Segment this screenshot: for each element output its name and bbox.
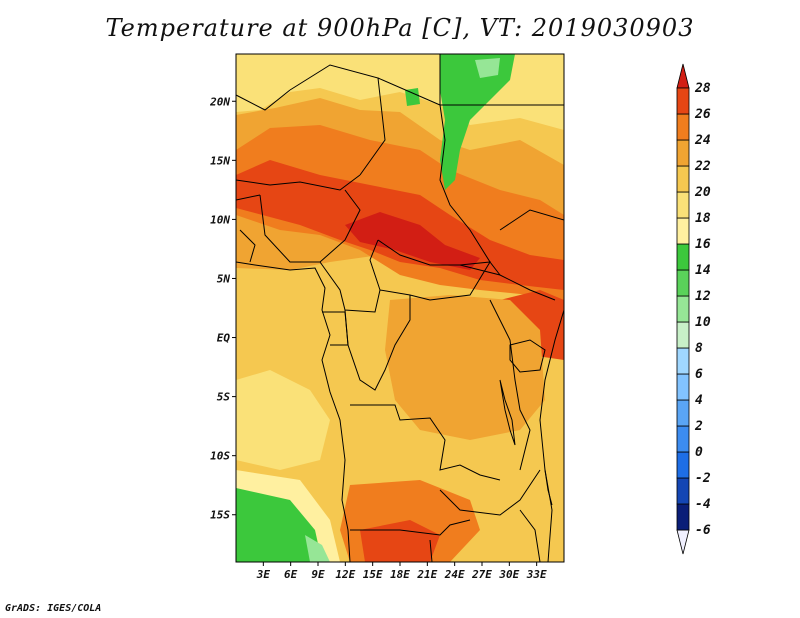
colorbar-label: 24: [694, 133, 711, 148]
field-southwest-light-green: [305, 535, 330, 562]
lat-tick-label: 5S: [217, 391, 231, 404]
colorbar-box: [676, 243, 690, 271]
border-zambia: [439, 469, 541, 516]
colorbar-label: 2: [694, 419, 703, 434]
lat-tick-label: 20N: [209, 95, 230, 108]
longitude-axis: 3E 6E 9E 12E 15E 18E 21E 24E 27E 30E 33E: [256, 562, 547, 581]
temperature-field: [236, 54, 564, 562]
border-car: [377, 239, 491, 301]
colorbar-label: 18: [695, 211, 711, 226]
colorbar-max-triangle: [676, 63, 690, 89]
lat-tick-label: EQ: [217, 332, 231, 345]
colorbar-label: 8: [695, 341, 703, 356]
field-north-light-green: [475, 58, 500, 78]
colorbar-label: 26: [694, 107, 711, 122]
colorbar-label: 0: [695, 445, 703, 460]
lat-tick-label: 10S: [210, 450, 230, 463]
lon-tick-label: 27E: [471, 568, 492, 581]
grads-credit: GrADS: IGES/COLA: [5, 603, 102, 614]
colorbar-label: -2: [695, 471, 711, 486]
colorbar-min-triangle: [676, 529, 690, 555]
colorbar-box: [676, 269, 690, 297]
field-north-green: [440, 54, 515, 190]
border-angola-namibia: [350, 519, 471, 536]
colorbar-label: 10: [695, 315, 711, 330]
lon-tick-label: 21E: [416, 568, 437, 581]
colorbar-box: [676, 451, 690, 479]
colorbar-label: 12: [695, 289, 711, 304]
border-botswana: [429, 539, 433, 562]
colorbar-box: [676, 87, 690, 115]
colorbar-box: [676, 347, 690, 375]
lon-tick-label: 33E: [526, 568, 547, 581]
colorbar-label: 4: [695, 393, 703, 408]
border-south-sudan: [459, 264, 556, 301]
colorbar-box: [676, 477, 690, 505]
colorbar-label: 6: [695, 367, 703, 382]
lat-tick-label: 15S: [210, 509, 230, 522]
border-algeria-niger: [236, 89, 291, 111]
colorbar-label: 20: [694, 185, 711, 200]
border-gabon: [322, 311, 349, 346]
colorbar-box: [676, 165, 690, 193]
border-congo-drc: [344, 295, 411, 391]
field-28-core: [345, 212, 480, 270]
field-southwest-green: [236, 488, 322, 562]
colorbar-box: [676, 321, 690, 349]
lat-tick-label: 10N: [210, 213, 230, 226]
border-ethiopia: [499, 209, 564, 231]
lon-tick-label: 3E: [256, 568, 271, 581]
colorbar-box: [676, 399, 690, 427]
border-drc-east: [489, 299, 531, 471]
lat-tick-label: 15N: [210, 154, 230, 167]
colorbar-box: [676, 113, 690, 141]
colorbar-box: [676, 217, 690, 245]
colorbar-box: [676, 191, 690, 219]
lon-tick-label: 12E: [335, 568, 355, 581]
colorbar-label: 14: [695, 263, 711, 278]
coastline-west-africa: [236, 261, 351, 562]
colorbar-label: 22: [694, 159, 711, 174]
border-mali-niger: [236, 174, 361, 191]
lon-tick-label: 18E: [390, 568, 410, 581]
field-central-22-24: [385, 295, 545, 440]
colorbar-box: [676, 425, 690, 453]
border-west-small: [236, 194, 261, 263]
lake-malawi: [544, 469, 553, 506]
field-north-green-patch: [405, 88, 420, 106]
colorbar-box: [676, 373, 690, 401]
border-mozambique: [519, 509, 541, 562]
lon-tick-label: 9E: [311, 568, 325, 581]
colorbar-label: 28: [694, 81, 711, 96]
lat-tick-label: 5N: [217, 272, 231, 285]
colorbar-label: -4: [695, 497, 711, 512]
latitude-axis: 20N 15N 10N 5N EQ 5S 10S 15S: [209, 95, 236, 522]
field-west-cool: [236, 370, 330, 470]
lake-tanganyika: [499, 379, 516, 446]
border-chad-sudan: [377, 77, 501, 276]
lon-tick-label: 15E: [363, 568, 383, 581]
border-drc-angola: [350, 404, 501, 481]
coastline-east-africa: [539, 309, 564, 562]
country-borders: [236, 54, 564, 562]
colorbar-box: [676, 295, 690, 323]
lon-tick-label: 24E: [444, 568, 465, 581]
colorbar-label: -6: [695, 523, 711, 538]
colorbar-box: [676, 503, 690, 531]
colorbar-box: [676, 139, 690, 167]
border-cameroon: [319, 239, 381, 313]
lon-tick-label: 30E: [498, 568, 519, 581]
lon-tick-label: 6E: [284, 568, 298, 581]
colorbar-label: 16: [695, 237, 711, 252]
lake-victoria: [509, 339, 546, 373]
map-title: Temperature at 900hPa [C], VT: 201903090…: [105, 14, 695, 42]
